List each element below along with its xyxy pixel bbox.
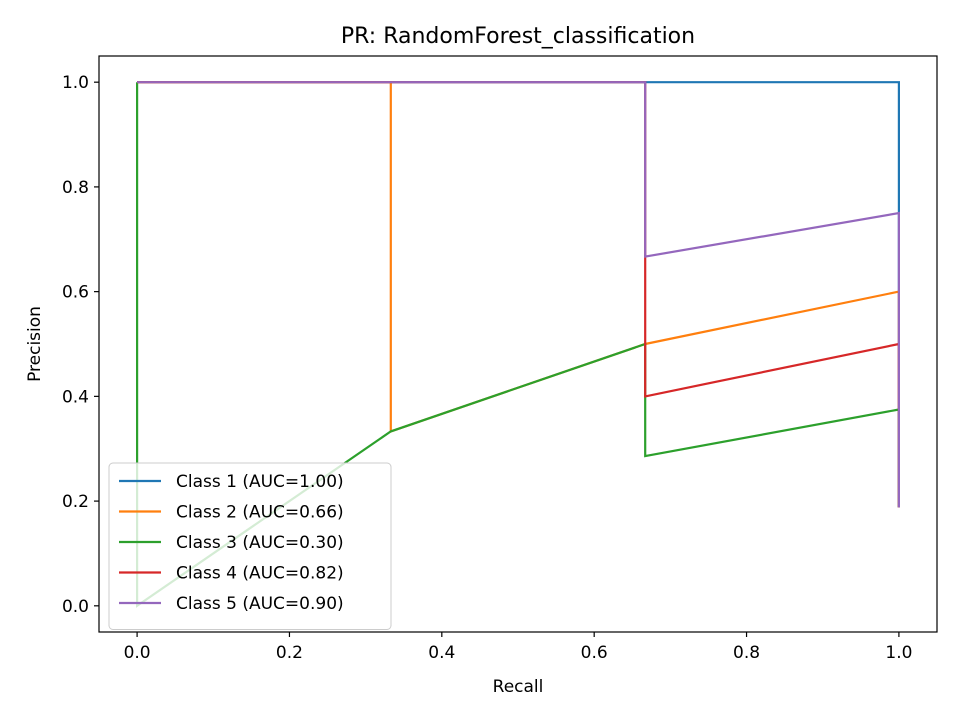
x-tick-label: 1.0 xyxy=(885,643,912,663)
legend-label-class-3: Class 3 (AUC=0.30) xyxy=(176,533,344,553)
series-line-class-5 xyxy=(137,81,900,508)
y-tick-label: 0.0 xyxy=(62,597,89,617)
chart-title: PR: RandomForest_classification xyxy=(341,24,695,49)
x-axis: 0.0 0.2 0.4 0.6 0.8 1.0 xyxy=(124,632,912,663)
x-tick-label: 0.4 xyxy=(428,643,455,663)
x-tick-label: 0.8 xyxy=(733,643,760,663)
legend-label-class-5: Class 5 (AUC=0.90) xyxy=(176,594,344,614)
x-tick-label: 0.0 xyxy=(124,643,151,663)
x-tick-label: 0.2 xyxy=(276,643,303,663)
y-tick-label: 0.4 xyxy=(62,387,89,407)
y-tick-label: 0.8 xyxy=(62,178,89,198)
y-axis: 0.0 0.2 0.4 0.6 0.8 1.0 xyxy=(62,73,99,617)
legend-label-class-4: Class 4 (AUC=0.82) xyxy=(176,564,344,584)
x-tick-label: 0.6 xyxy=(581,643,608,663)
x-axis-label: Recall xyxy=(493,677,544,697)
axes-frame xyxy=(98,55,938,633)
legend-label-class-1: Class 1 (AUC=1.00) xyxy=(176,472,344,492)
y-tick-label: 1.0 xyxy=(62,73,89,93)
legend-box xyxy=(108,462,392,630)
y-axis-label: Precision xyxy=(25,306,45,382)
legend-label-class-2: Class 2 (AUC=0.66) xyxy=(176,503,344,523)
y-tick-label: 0.6 xyxy=(62,283,89,303)
legend: Class 1 (AUC=1.00) Class 2 (AUC=0.66) Clas… xyxy=(108,462,392,630)
y-tick-label: 0.2 xyxy=(62,492,89,512)
